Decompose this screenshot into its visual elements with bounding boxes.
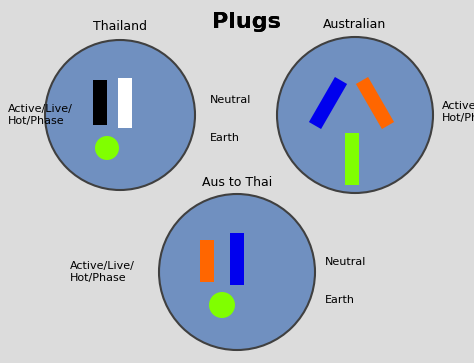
- Text: Australian: Australian: [323, 19, 387, 32]
- Text: Earth: Earth: [325, 295, 355, 305]
- Bar: [230, 233, 244, 285]
- Text: Neutral: Neutral: [210, 95, 251, 105]
- Text: Active/Live/
Hot/Phase: Active/Live/ Hot/Phase: [8, 104, 73, 126]
- Text: Active/Live/
Hot/Phase: Active/Live/ Hot/Phase: [442, 101, 474, 123]
- Text: Earth: Earth: [210, 133, 240, 143]
- Bar: [309, 77, 347, 129]
- Circle shape: [159, 194, 315, 350]
- Text: Active/Live/
Hot/Phase: Active/Live/ Hot/Phase: [70, 261, 135, 283]
- Text: Aus to Thai: Aus to Thai: [202, 175, 272, 188]
- Circle shape: [209, 292, 235, 318]
- Text: Plugs: Plugs: [212, 12, 281, 32]
- Bar: [200, 240, 214, 282]
- Text: Plugs: Plugs: [212, 12, 281, 32]
- Text: Thailand: Thailand: [93, 20, 147, 33]
- Circle shape: [277, 37, 433, 193]
- Bar: [356, 77, 394, 129]
- Text: Neutral: Neutral: [325, 257, 366, 267]
- Bar: [118, 78, 132, 128]
- Circle shape: [95, 136, 119, 160]
- Bar: [345, 133, 359, 185]
- Circle shape: [45, 40, 195, 190]
- Bar: [93, 80, 107, 125]
